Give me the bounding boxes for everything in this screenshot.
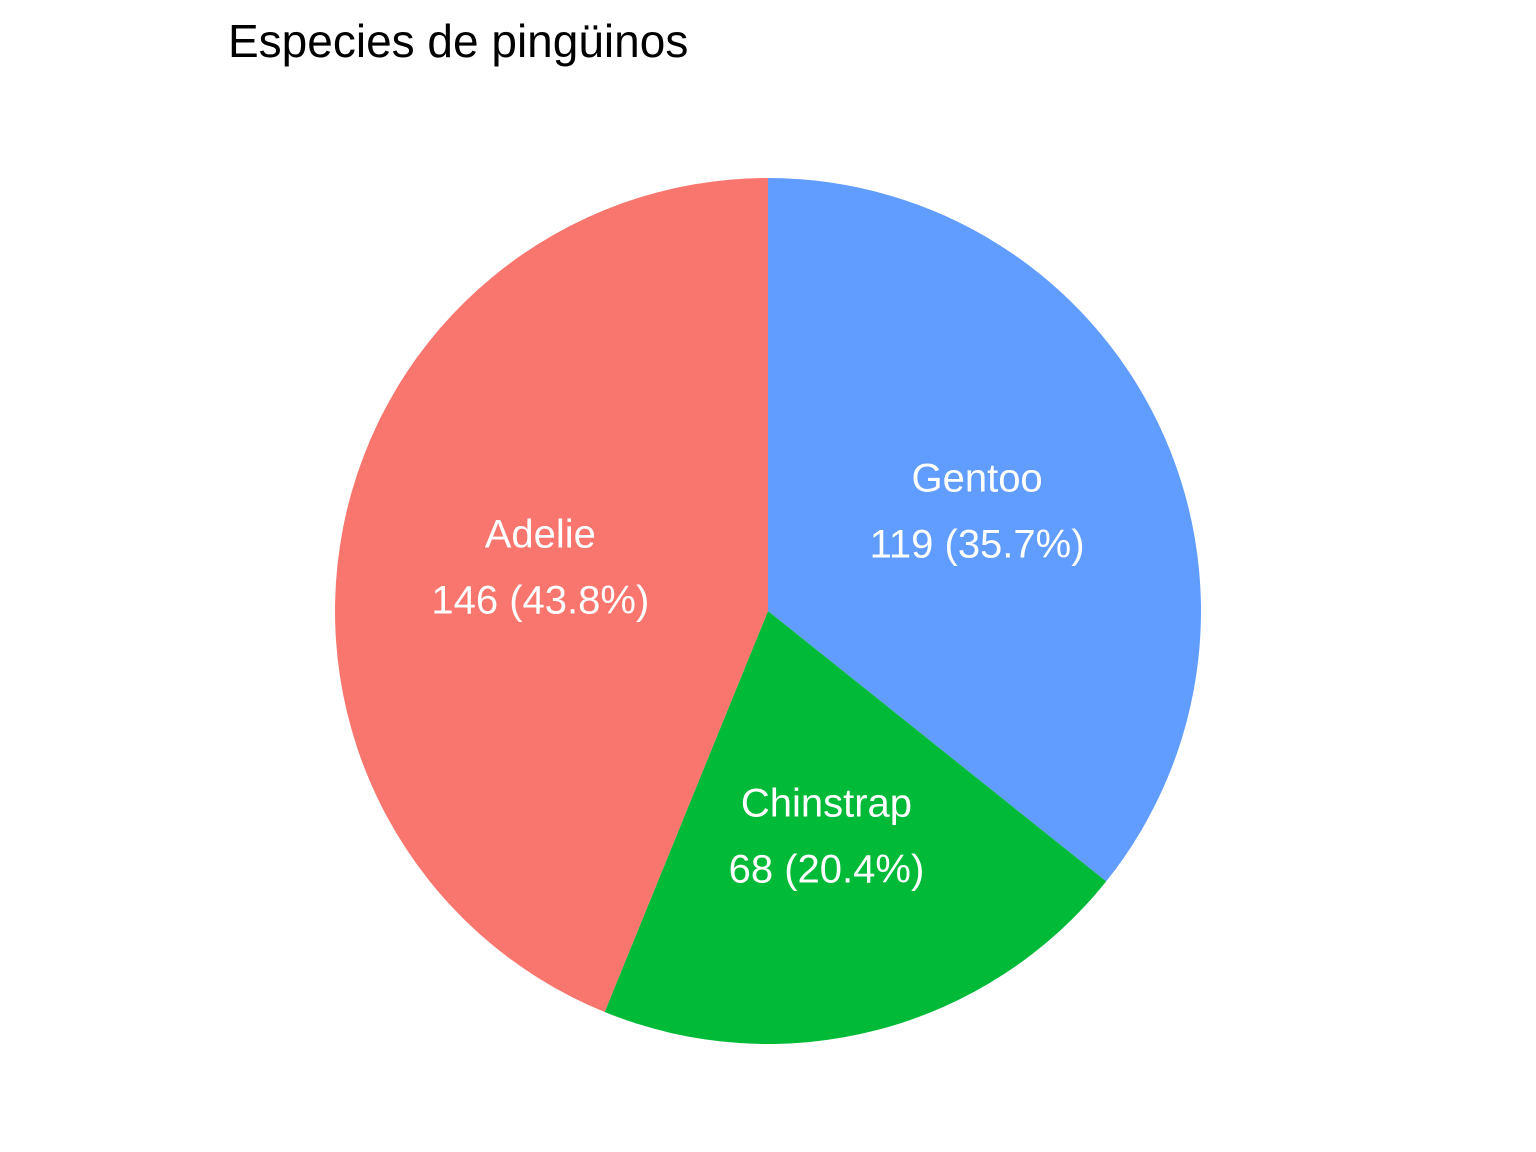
pie-labels: Gentoo 119 (35.7%) Chinstrap 68 (20.4%) Adel… xyxy=(431,456,1084,891)
slice-value-label: 68 (20.4%) xyxy=(729,848,925,892)
slice-name-label: Gentoo xyxy=(911,456,1042,500)
slice-value-label: 119 (35.7%) xyxy=(870,522,1085,566)
slice-name-label: Chinstrap xyxy=(741,782,912,826)
slice-value-label: 146 (43.8%) xyxy=(431,578,649,622)
pie-slice-chinstrap xyxy=(604,611,1107,1044)
pie-slice-gentoo xyxy=(768,178,1201,882)
chart-title: Especies de pingüinos xyxy=(228,15,689,67)
slice-name-label: Adelie xyxy=(485,512,596,556)
pie-slice-adelie xyxy=(335,178,768,1013)
pie-slices xyxy=(335,178,1201,1044)
